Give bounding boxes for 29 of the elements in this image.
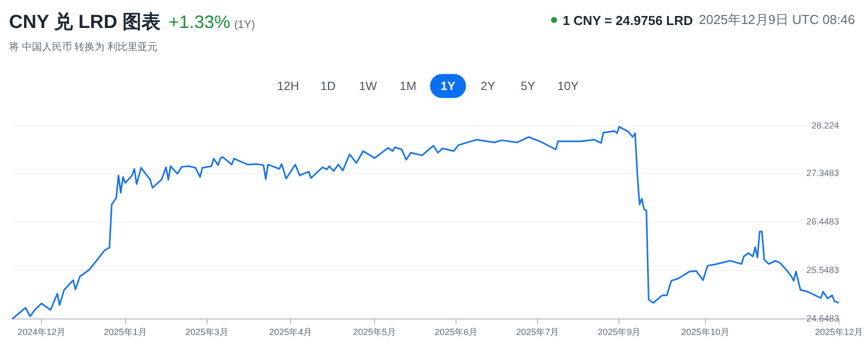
x-tick-label: 2025年10月 [681, 327, 730, 338]
text: 1W [358, 78, 378, 95]
text: 2025年12月9日 UTC 08:46 [698, 11, 855, 29]
y-tick-label: 27.3483 [806, 168, 839, 178]
text: 10Y [556, 78, 580, 95]
y-tick-label: 26.4483 [806, 216, 839, 226]
text: 1D [319, 78, 337, 95]
text: 1 CNY = 24.9756 LRD [562, 12, 693, 28]
text: 1Y [430, 74, 466, 98]
y-tick-label: 28.224 [811, 120, 839, 130]
x-tick-label: 2025年7月 [516, 327, 560, 338]
x-tick-label: 2024年12月 [17, 327, 66, 338]
text: +1.33% [168, 12, 230, 33]
x-tick-label: 2025年1月 [104, 327, 147, 338]
y-tick-label: 24.6483 [806, 314, 839, 324]
x-tick-label: 2025年3月 [185, 327, 228, 338]
x-tick-label: 2025年5月 [353, 327, 396, 338]
x-tick-label: 2025年9月 [598, 327, 641, 338]
text: 2Y [480, 78, 496, 95]
text: 5Y [520, 78, 536, 95]
chart-subtitle: 将 中国人民币 转换为 利比里亚元 [9, 40, 158, 54]
y-tick-label: 25.5483 [806, 265, 839, 276]
x-tick-label: 2025年4月 [269, 327, 312, 338]
x-tick-label: 2025年12月 [814, 327, 864, 338]
text: 12H [276, 78, 300, 95]
x-tick-label: 2025年6月 [434, 327, 478, 338]
chart-title: CNY 兑 LRD 图表 [9, 10, 161, 35]
text: (1Y) [234, 19, 256, 31]
text: 1M [398, 78, 418, 95]
